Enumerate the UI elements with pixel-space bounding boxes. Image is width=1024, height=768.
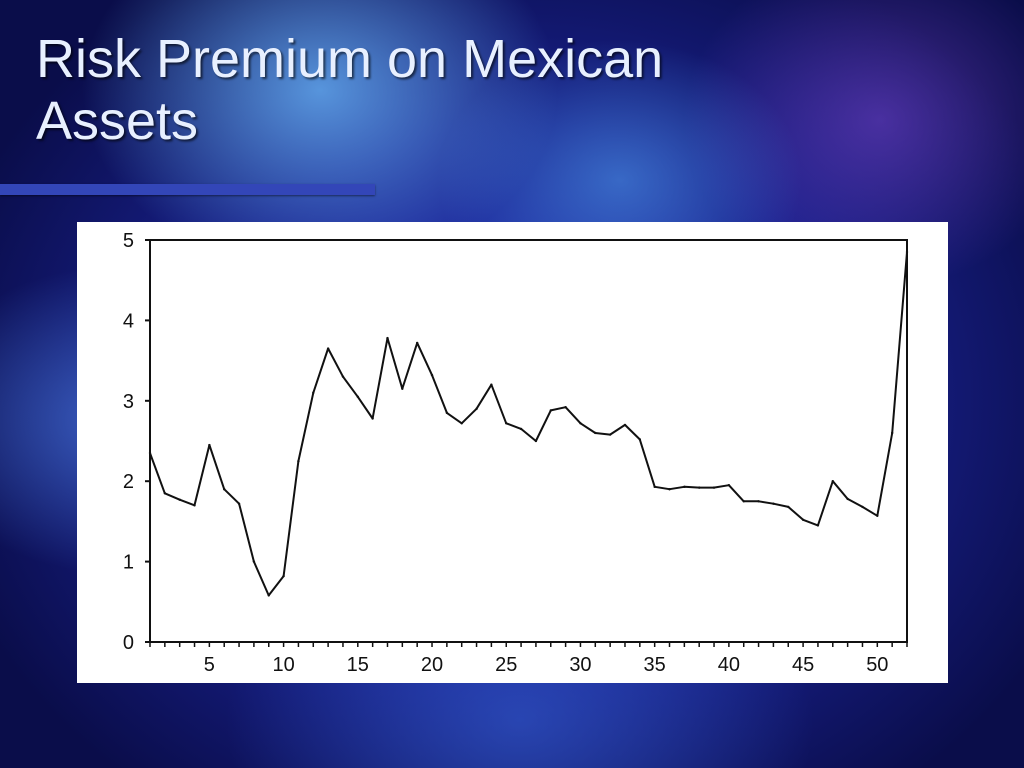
data-point xyxy=(312,391,315,394)
data-point xyxy=(430,373,434,377)
data-point xyxy=(475,407,478,411)
data-point xyxy=(237,502,241,505)
data-point xyxy=(668,488,671,491)
slide-title: Risk Premium on Mexican Assets xyxy=(36,29,664,151)
data-point xyxy=(148,451,152,455)
data-point xyxy=(623,423,627,427)
data-point xyxy=(787,505,790,509)
y-tick-label: 1 xyxy=(123,552,134,574)
data-point xyxy=(564,406,567,409)
data-point xyxy=(445,411,449,415)
x-axis: 5 10 15 20 25 30 35 40 45 50 xyxy=(149,642,908,676)
x-tick-label: 20 xyxy=(421,654,443,676)
data-point xyxy=(653,485,656,489)
data-point xyxy=(831,480,834,483)
data-point xyxy=(356,395,360,398)
x-tick-label: 50 xyxy=(866,654,888,676)
y-tick-label: 3 xyxy=(123,391,134,413)
data-point xyxy=(490,383,493,386)
y-tick-label: 2 xyxy=(123,471,134,493)
series-line xyxy=(149,252,908,597)
y-tick-label: 5 xyxy=(123,230,134,252)
data-point xyxy=(876,514,879,517)
data-point xyxy=(297,459,300,463)
data-point xyxy=(861,505,864,509)
title-underline-bar xyxy=(0,184,375,195)
data-point xyxy=(905,250,909,254)
data-point xyxy=(697,486,701,489)
x-tick-label: 15 xyxy=(347,654,369,676)
data-point xyxy=(415,341,419,345)
data-point xyxy=(208,443,211,447)
data-point xyxy=(371,417,374,420)
x-tick-label: 25 xyxy=(495,654,517,676)
x-tick-label: 40 xyxy=(718,654,740,676)
data-point xyxy=(742,500,745,503)
data-point xyxy=(386,336,389,340)
data-point xyxy=(890,431,894,435)
data-point xyxy=(341,375,345,378)
data-point xyxy=(326,347,330,350)
data-point xyxy=(178,498,181,501)
x-tick-label: 30 xyxy=(569,654,591,676)
data-point xyxy=(282,574,285,578)
data-point xyxy=(579,422,582,425)
data-point xyxy=(712,486,716,489)
data-point xyxy=(223,488,226,491)
data-point xyxy=(772,502,775,505)
y-axis: 0 1 2 3 4 5 xyxy=(123,230,150,654)
data-point xyxy=(401,387,404,390)
x-tick-label: 10 xyxy=(272,654,294,676)
data-point xyxy=(534,439,538,443)
series-points xyxy=(148,250,909,597)
data-point xyxy=(638,438,642,441)
data-point xyxy=(801,518,805,521)
data-point xyxy=(505,422,508,425)
x-tick-label: 35 xyxy=(644,654,666,676)
data-point xyxy=(549,409,552,412)
data-point xyxy=(683,485,686,489)
data-point xyxy=(594,431,597,435)
data-point xyxy=(608,433,612,436)
data-point xyxy=(727,484,731,487)
x-tick-label: 5 xyxy=(204,654,215,676)
data-point xyxy=(757,500,760,503)
data-point xyxy=(846,497,849,501)
plot-frame xyxy=(149,239,908,643)
data-point xyxy=(193,504,196,507)
data-point xyxy=(816,524,820,527)
data-point xyxy=(163,492,167,495)
data-point xyxy=(252,560,256,563)
y-tick-label: 0 xyxy=(123,632,134,654)
data-point xyxy=(519,427,523,431)
y-tick-label: 4 xyxy=(123,310,134,332)
x-tick-label: 45 xyxy=(792,654,814,676)
data-point xyxy=(267,594,270,597)
data-point xyxy=(460,422,463,425)
